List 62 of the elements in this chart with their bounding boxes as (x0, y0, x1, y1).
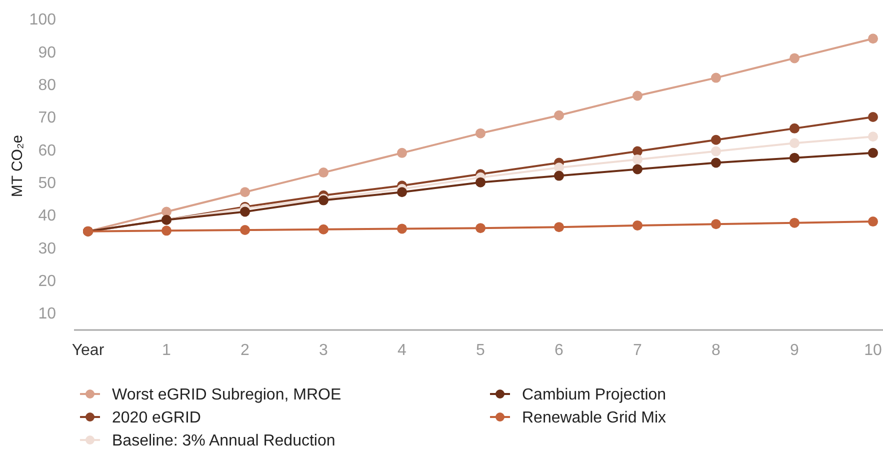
x-tick-label: 3 (319, 342, 328, 360)
point (476, 128, 486, 138)
y-tick-label: 100 (29, 12, 56, 29)
point (711, 72, 721, 83)
legend-label: Renewable Grid Mix (522, 410, 666, 427)
x-tick-label: 6 (554, 342, 564, 360)
point (632, 90, 642, 101)
point (632, 220, 642, 230)
point (240, 206, 250, 217)
point (790, 53, 800, 64)
point (554, 222, 564, 232)
x-tick-label: 9 (790, 342, 800, 360)
point (397, 148, 407, 158)
point (790, 123, 800, 134)
point (868, 148, 878, 158)
x-tick-label: 7 (633, 342, 642, 360)
point (632, 164, 642, 174)
point (868, 34, 878, 44)
point (868, 132, 878, 142)
x-tick-label: 5 (476, 342, 486, 360)
point (397, 187, 407, 198)
point (162, 226, 172, 236)
y-tick-label: 50 (38, 174, 56, 192)
point (476, 177, 486, 188)
point (476, 223, 486, 234)
point (711, 158, 721, 168)
x-tick-label: Year (72, 342, 105, 360)
point (240, 225, 250, 236)
point (318, 224, 328, 234)
y-axis-title: MT CO₂e (9, 134, 26, 198)
point (868, 112, 878, 122)
y-tick-label: 20 (38, 272, 56, 290)
point (397, 224, 407, 234)
point (711, 146, 721, 156)
point (868, 216, 878, 227)
point (711, 134, 721, 145)
y-tick-label: 90 (38, 44, 56, 62)
y-tick-label: 40 (38, 208, 56, 225)
point (790, 218, 800, 228)
point (240, 187, 250, 198)
point (554, 162, 564, 173)
legend-label: Cambium Projection (522, 386, 666, 404)
legend-label: Baseline: 3% Annual Reduction (112, 432, 336, 450)
y-tick-label: 30 (38, 240, 56, 258)
point (318, 168, 328, 178)
point (790, 152, 800, 163)
y-tick-label: 70 (38, 110, 56, 127)
x-tick-label: 1 (162, 342, 172, 360)
point (554, 170, 564, 181)
x-tick-label: 10 (864, 342, 882, 360)
x-tick-label: 4 (398, 342, 407, 360)
x-tick-label: 2 (240, 342, 250, 360)
legend-label: 2020 eGRID (112, 410, 201, 427)
point (554, 110, 564, 120)
y-tick-label: 80 (38, 76, 56, 94)
point (632, 154, 642, 164)
point (711, 219, 721, 230)
point (790, 138, 800, 148)
y-tick-label: 60 (38, 142, 56, 160)
x-tick-label: 8 (712, 342, 721, 360)
legend-label: Worst eGRID Subregion, MROE (112, 386, 342, 404)
y-tick-label: 10 (38, 306, 56, 323)
